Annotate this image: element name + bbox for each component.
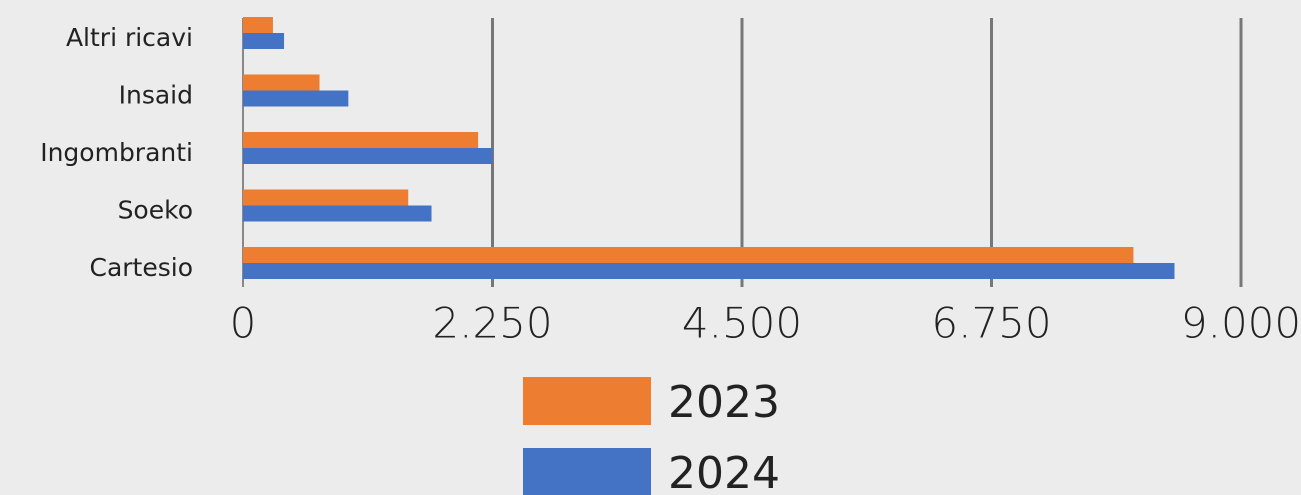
bar [243, 263, 1175, 279]
y-tick-label: Insaid [119, 81, 193, 110]
bar [243, 132, 479, 148]
bar [243, 17, 273, 33]
y-tick-label: Cartesio [89, 253, 193, 282]
x-tick-label: 4.500 [682, 299, 802, 348]
x-tick-label: 9.000 [1181, 299, 1301, 348]
bar [243, 205, 432, 222]
x-tick-label: 6.750 [931, 299, 1051, 348]
x-tick-label: 2.250 [432, 299, 552, 348]
bar [243, 148, 493, 164]
legend-label: 2024 [668, 448, 780, 495]
bar [243, 74, 320, 91]
bar [243, 33, 285, 49]
y-tick-label: Ingombranti [40, 138, 193, 167]
bar [243, 247, 1134, 263]
y-tick-label: Soeko [118, 196, 193, 225]
legend-label: 2023 [668, 377, 780, 428]
x-tick-label: 0 [230, 299, 257, 348]
bar [243, 90, 349, 107]
legend-swatch [523, 377, 651, 425]
bar [243, 189, 409, 206]
y-tick-label: Altri ricavi [66, 23, 193, 52]
legend-swatch [523, 448, 651, 495]
